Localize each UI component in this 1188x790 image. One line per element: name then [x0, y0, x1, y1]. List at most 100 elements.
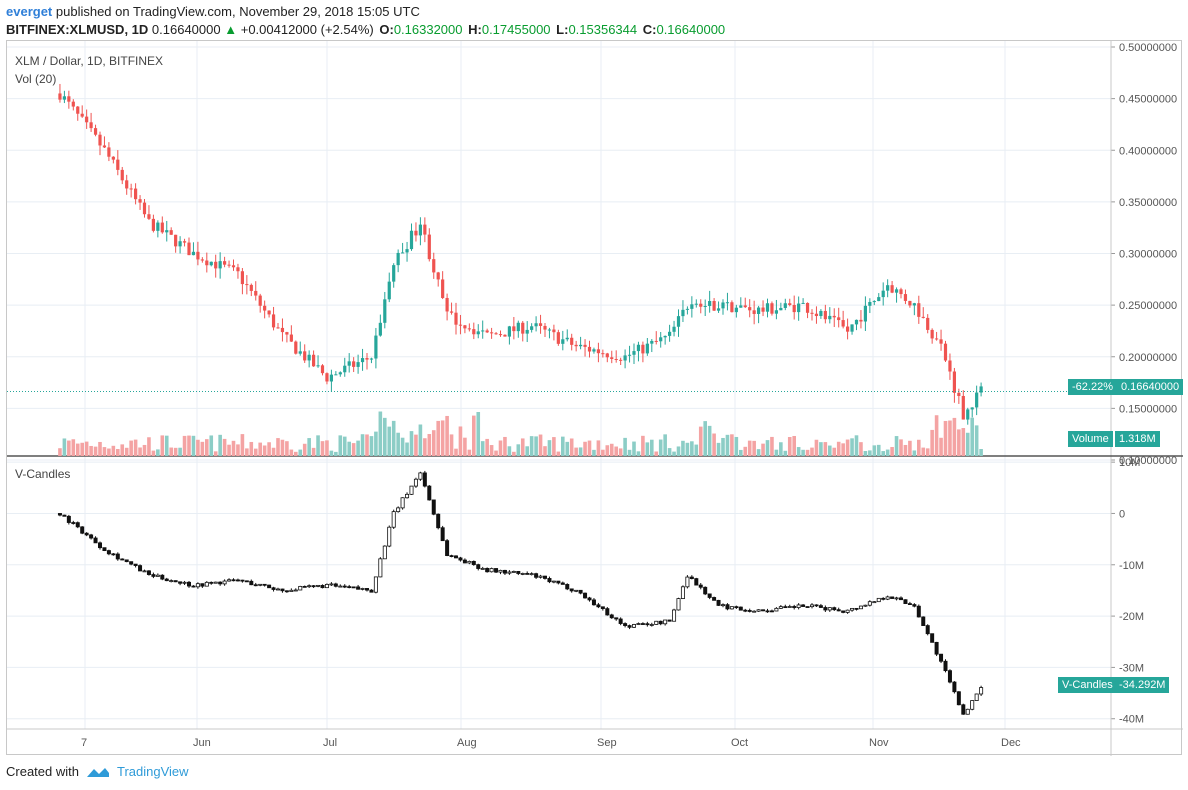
volume-bar — [903, 444, 908, 456]
volume-bar — [191, 435, 196, 456]
volume-bar — [578, 447, 583, 456]
volume-bar — [258, 442, 262, 456]
vcandle — [249, 580, 254, 586]
price-candle — [316, 365, 320, 367]
volume-bar — [178, 447, 182, 456]
vcandle — [676, 598, 681, 611]
vcandle — [413, 478, 418, 487]
volume-bar — [200, 441, 205, 456]
volume-bar — [823, 442, 828, 456]
volume-bar — [636, 451, 641, 456]
volume-bar — [730, 434, 734, 456]
vcandles-tick-label: -40M — [1119, 714, 1144, 726]
vcandle — [182, 581, 187, 584]
volume-bar — [605, 445, 610, 456]
volume-bar — [565, 441, 570, 456]
price-candle — [623, 355, 627, 361]
price-candle — [534, 323, 538, 327]
price-candle — [378, 322, 382, 336]
price-candle — [579, 344, 583, 347]
price-candle — [303, 351, 307, 361]
price-candle — [338, 372, 342, 375]
volume-bar — [378, 411, 383, 456]
vcandle — [956, 691, 961, 706]
price-candle — [347, 361, 351, 366]
vcandle — [845, 609, 850, 613]
volume-bar — [974, 425, 979, 456]
price-candle — [805, 302, 810, 313]
vcandle — [89, 534, 94, 539]
price-candle — [294, 341, 298, 354]
vcandle — [275, 588, 280, 591]
vcandle — [734, 606, 739, 609]
up-arrow-icon: ▲ — [224, 22, 238, 37]
volume-bar — [467, 449, 472, 456]
vcandle — [836, 609, 841, 612]
vcandle — [169, 580, 174, 583]
price-candle — [596, 349, 600, 354]
tradingview-link[interactable]: TradingView — [116, 764, 189, 779]
price-candle — [926, 317, 930, 330]
price-candle — [209, 261, 213, 266]
price-candle — [961, 396, 965, 420]
volume-bar — [707, 425, 712, 456]
price-candle — [129, 188, 133, 190]
price-candle — [587, 346, 592, 352]
price-candle — [62, 96, 66, 100]
price-candle — [267, 310, 271, 315]
vcandle — [783, 606, 788, 609]
vcandle — [227, 579, 232, 582]
price-candle — [449, 311, 454, 313]
vcandle — [138, 565, 143, 572]
volume-bar — [520, 438, 525, 456]
price-candle — [716, 308, 721, 311]
price-candle — [685, 308, 689, 310]
volume-bar — [67, 440, 71, 456]
volume-bar — [480, 441, 485, 456]
price-candle — [645, 343, 649, 354]
price-candle — [387, 281, 391, 300]
chart-canvas[interactable]: 0.50000000 0.45000000 0.40000000 0.35000000… — [7, 41, 1183, 756]
vcandle — [769, 610, 774, 613]
volume-bar — [84, 441, 89, 456]
vcandle — [427, 485, 432, 501]
volume-bar — [142, 444, 147, 456]
publisher-line: everget published on TradingView.com, No… — [6, 4, 420, 19]
price-candle — [116, 159, 120, 170]
price-candle — [788, 303, 792, 305]
chart-frame[interactable]: 0.50000000 0.45000000 0.40000000 0.35000000… — [6, 40, 1184, 756]
volume-bar — [503, 436, 507, 456]
price-candle — [561, 339, 565, 344]
volume-bar — [512, 451, 516, 456]
volume-bar — [845, 439, 850, 456]
price-candle — [614, 358, 618, 360]
volume-bar — [271, 447, 276, 456]
price-candle — [169, 230, 173, 235]
vcandle — [258, 583, 263, 586]
vcandle — [489, 568, 494, 573]
volume-bar — [463, 437, 467, 456]
volume-bar — [498, 440, 503, 456]
price-candle — [76, 106, 80, 114]
price-candle — [952, 371, 956, 393]
vcandle — [186, 581, 191, 587]
volume-bar — [285, 441, 289, 456]
volume-bar — [138, 447, 142, 456]
high-value: 0.17455000 — [481, 22, 551, 37]
volume-bar — [574, 447, 578, 456]
vcandle — [302, 585, 307, 588]
vcandle — [743, 609, 748, 612]
vcandle — [534, 573, 539, 578]
price-candle — [743, 305, 747, 308]
vcandle — [235, 579, 240, 582]
price-candle — [774, 310, 778, 314]
vcandle — [311, 585, 316, 588]
vcandle — [453, 555, 458, 559]
author-link[interactable]: everget — [6, 4, 53, 19]
volume-bar — [436, 420, 440, 456]
price-candle — [365, 358, 369, 360]
volume-bar — [342, 436, 347, 456]
price-candle — [654, 340, 658, 342]
vcandle — [502, 569, 507, 574]
volume-bar — [111, 445, 116, 456]
